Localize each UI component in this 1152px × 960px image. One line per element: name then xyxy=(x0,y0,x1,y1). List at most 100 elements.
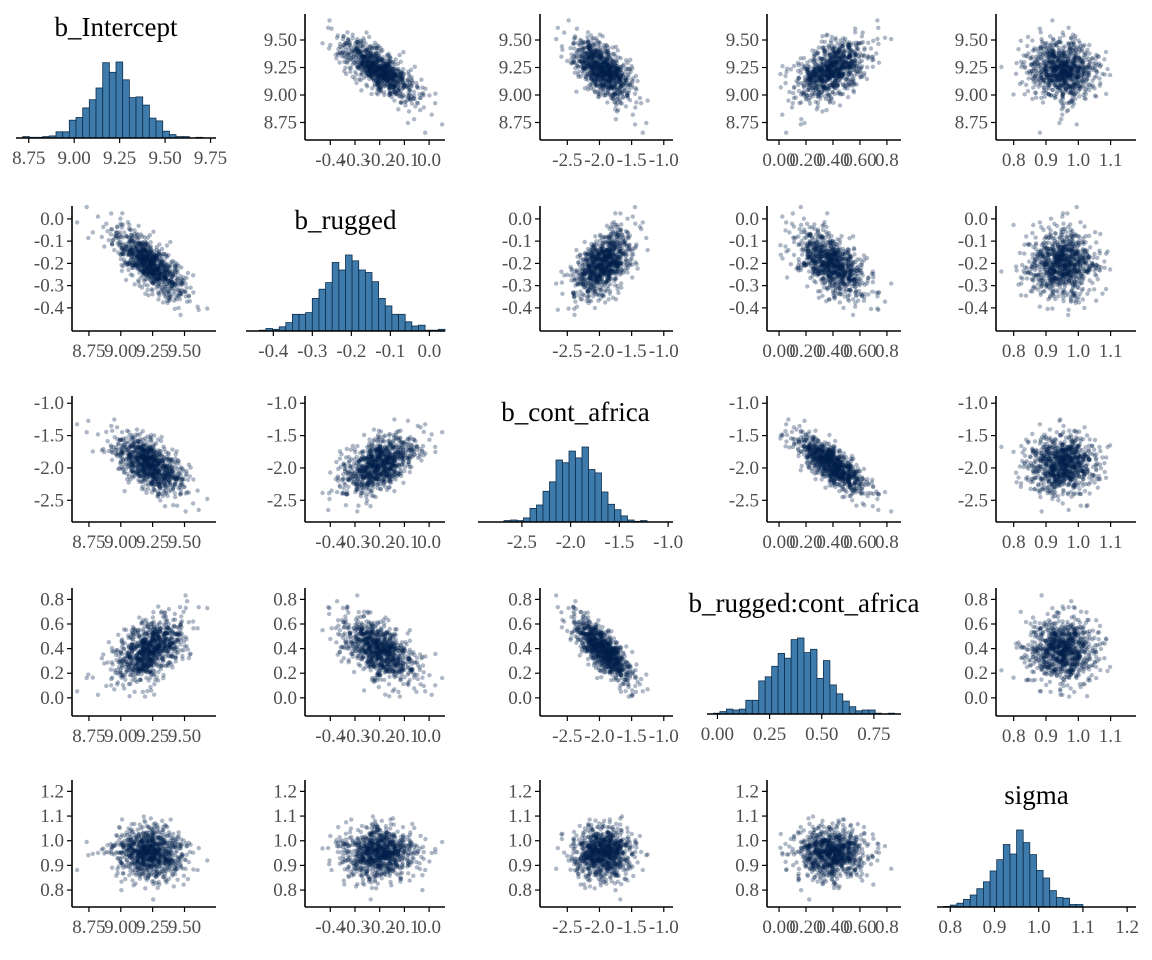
scatter-point xyxy=(385,78,390,83)
scatter-point xyxy=(1059,74,1065,79)
scatter-point xyxy=(378,67,384,72)
scatter-points xyxy=(74,204,210,318)
scatter-point xyxy=(784,130,789,135)
scatter-point xyxy=(361,36,366,41)
scatter-point xyxy=(1022,92,1027,97)
scatter-point xyxy=(350,32,355,37)
histogram-bar xyxy=(298,313,307,332)
scatter-point xyxy=(382,69,388,74)
x-tick-label: -2.0 xyxy=(584,150,614,171)
scatter-point xyxy=(582,50,587,55)
x-tick-label: 0.9 xyxy=(1034,150,1058,171)
scatter-point xyxy=(788,67,794,72)
scatter-point xyxy=(360,61,365,66)
scatter-point xyxy=(433,101,438,106)
scatter-point xyxy=(402,84,408,89)
scatter-point xyxy=(363,47,369,53)
scatter-point xyxy=(387,85,393,90)
scatter-point xyxy=(1048,34,1053,39)
scatter-point xyxy=(1038,54,1044,60)
scatter-point xyxy=(370,66,375,71)
scatter-point xyxy=(1087,59,1092,64)
scatter-point xyxy=(830,90,835,95)
scatter-point xyxy=(1037,26,1043,31)
scatter-point xyxy=(380,73,385,79)
scatter-point xyxy=(433,91,438,96)
scatter-point xyxy=(361,55,367,60)
scatter-point xyxy=(388,83,394,88)
scatter-point xyxy=(371,62,376,68)
scatter-point xyxy=(612,77,617,83)
scatter-point xyxy=(109,226,114,232)
scatter-point xyxy=(1100,71,1105,77)
scatter-point xyxy=(791,90,796,96)
scatter-point xyxy=(833,36,838,41)
scatter-point xyxy=(562,30,567,35)
scatter-points xyxy=(778,18,894,135)
scatter-point xyxy=(128,232,134,237)
histogram-bar xyxy=(391,313,399,332)
scatter-point xyxy=(335,50,341,56)
scatter-point xyxy=(378,64,383,70)
scatter-point xyxy=(356,48,362,54)
scatter-point xyxy=(363,53,368,58)
scatter-point xyxy=(384,83,390,88)
scatter-point xyxy=(377,68,382,74)
scatter-point xyxy=(413,104,418,109)
scatter-point xyxy=(822,84,827,89)
scatter-point xyxy=(343,40,348,45)
scatter-point xyxy=(378,89,383,94)
scatter-point xyxy=(86,235,91,241)
scatter-point xyxy=(347,42,353,48)
scatter-point xyxy=(344,55,349,60)
scatter-point xyxy=(627,98,633,103)
scatter-point xyxy=(405,94,410,100)
scatter-point xyxy=(645,98,650,103)
scatter-point xyxy=(816,90,821,96)
scatter-point xyxy=(118,216,123,221)
scatter-point xyxy=(364,58,370,64)
scatter-point xyxy=(1025,34,1031,40)
scatter-point xyxy=(365,53,370,59)
scatter-point xyxy=(372,68,378,74)
scatter-point xyxy=(385,64,390,70)
scatter-point xyxy=(1050,87,1055,93)
scatter-point xyxy=(378,66,383,72)
scatter-point xyxy=(1066,55,1071,60)
scatter-point xyxy=(363,41,368,46)
scatter-point xyxy=(124,244,129,249)
x-tick-label: 1.0 xyxy=(1066,150,1090,171)
scatter-point xyxy=(582,65,587,71)
scatter-point xyxy=(357,56,362,61)
scatter-point xyxy=(418,107,423,113)
scatter-point xyxy=(1031,85,1036,90)
scatter-point xyxy=(387,77,393,83)
scatter-point xyxy=(353,60,358,66)
scatter-point xyxy=(389,78,395,83)
scatter-point xyxy=(387,67,393,72)
scatter-point xyxy=(184,275,189,281)
scatter-point xyxy=(405,78,410,83)
scatter-point xyxy=(1047,48,1053,54)
scatter-point xyxy=(832,50,837,55)
scatter-point xyxy=(374,80,380,85)
scatter-point xyxy=(1050,18,1055,23)
scatter-point xyxy=(342,51,348,56)
scatter-point xyxy=(1065,87,1070,93)
scatter-point xyxy=(1055,74,1060,79)
scatter-point xyxy=(360,53,365,59)
scatter-point xyxy=(379,57,385,62)
scatter-point xyxy=(394,75,399,81)
scatter-point xyxy=(178,278,183,283)
scatter-point xyxy=(374,90,379,96)
histogram-bar xyxy=(345,254,353,332)
histogram-bars xyxy=(258,254,446,332)
scatter-point xyxy=(400,73,405,79)
scatter-point xyxy=(363,56,369,61)
scatter-point xyxy=(379,64,385,69)
scatter-point xyxy=(394,91,399,97)
scatter-point xyxy=(386,73,391,78)
panel-r0-c2: 8.759.009.259.50-2.5 -2.0 -1.5 -1.0 xyxy=(499,14,679,171)
scatter-point xyxy=(789,105,795,110)
scatter-point xyxy=(374,67,380,73)
